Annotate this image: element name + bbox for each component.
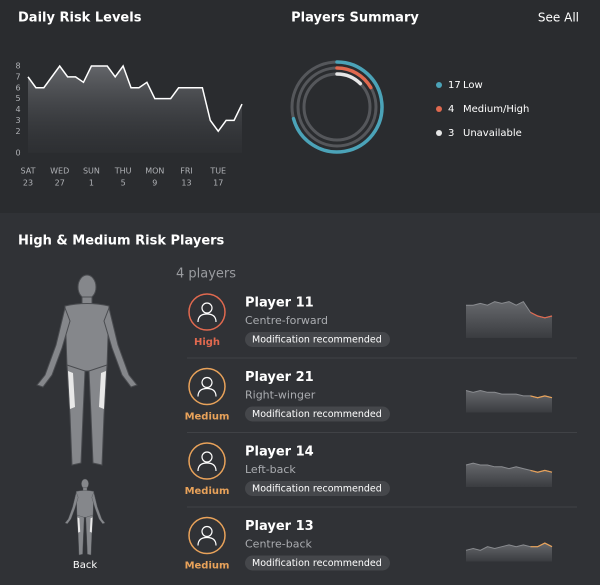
sparkline-recent (530, 542, 553, 548)
sparkline-recent (530, 469, 553, 473)
section-title: High & Medium Risk Players (18, 234, 225, 249)
player-name: Player 21 (245, 370, 314, 385)
player-row[interactable]: Medium Player 13 Centre-back Modification r… (185, 516, 553, 572)
risk-label: Medium (185, 412, 230, 423)
avatar-body (197, 313, 217, 323)
y-tick-label: 5 (15, 94, 20, 103)
player-row[interactable]: Medium Player 14 Left-back Modification rec… (185, 442, 577, 508)
x-tick-label: 13 (181, 179, 191, 188)
ring-arc (335, 66, 373, 90)
player-row[interactable]: Medium Player 21 Right-winger Modification … (185, 367, 577, 433)
player-name: Player 11 (245, 296, 314, 311)
action-text: Modification recommended (252, 558, 382, 569)
action-pill (245, 406, 390, 422)
risk-label: High (194, 337, 220, 348)
legend-value: 4 (448, 104, 454, 115)
x-tick-label: 5 (121, 179, 126, 188)
player-name: Player 13 (245, 519, 314, 534)
avatar (188, 367, 226, 406)
sparkline-recent (530, 311, 553, 319)
avatar (188, 516, 226, 555)
x-tick-label: MON (145, 167, 164, 176)
avatar-body (197, 462, 217, 472)
legend-label: Medium/High (463, 104, 529, 115)
action-text: Modification recommended (252, 409, 382, 420)
legend-dot (436, 106, 442, 112)
sparkline-area (466, 463, 552, 487)
avatar-body (197, 536, 217, 546)
x-tick-label: 17 (213, 179, 223, 188)
avatar-body (197, 387, 217, 397)
player-name: Player 14 (245, 445, 314, 460)
x-tick-label: TUE (209, 167, 226, 176)
avatar (188, 293, 226, 331)
legend-label: Unavailable (463, 128, 522, 139)
y-tick-label: 7 (15, 72, 20, 81)
ring-arc (291, 60, 384, 154)
y-tick-label: 0 (15, 149, 20, 158)
see-all-link[interactable]: See All (538, 11, 579, 25)
avatar-head (201, 376, 213, 389)
action-pill (245, 555, 390, 571)
x-tick-label: 27 (55, 179, 65, 188)
player-position: Centre-forward (245, 314, 328, 327)
risk-label: Medium (185, 561, 230, 572)
avatar-head (201, 302, 213, 314)
x-tick-label: FRI (180, 167, 193, 176)
sparkline-area (466, 301, 552, 338)
x-tick-label: 23 (23, 179, 33, 188)
sparkline-recent (530, 395, 553, 399)
action-text: Modification recommended (252, 335, 382, 346)
avatar-head (201, 525, 213, 538)
action-pill (245, 481, 390, 496)
player-row[interactable]: High Player 11 Centre-forward Modification … (187, 293, 577, 359)
y-tick-label: 3 (15, 116, 20, 125)
x-tick-label: 1 (89, 179, 94, 188)
panel-title: Players Summary (291, 11, 419, 26)
player-position: Left-back (245, 463, 296, 476)
player-position: Right-winger (245, 389, 316, 402)
sparkline-area (466, 543, 552, 562)
legend-value: 17 (448, 80, 461, 91)
action-pill (245, 332, 390, 347)
y-tick-label: 4 (15, 105, 20, 114)
player-count: 4 players (176, 267, 236, 282)
x-tick-label: THU (114, 167, 132, 176)
legend-label: Low (463, 80, 483, 91)
player-position: Centre-back (245, 538, 313, 551)
x-tick-label: SUN (83, 167, 100, 176)
avatar-head (201, 451, 213, 463)
legend-dot (436, 130, 442, 136)
panel-title: Daily Risk Levels (18, 11, 142, 26)
risk-label: Medium (185, 486, 230, 497)
y-tick-label: 2 (15, 127, 20, 136)
y-tick-label: 8 (15, 62, 20, 71)
x-tick-label: 9 (152, 179, 157, 188)
action-text: Modification recommended (252, 484, 382, 495)
legend-dot (436, 82, 442, 88)
x-tick-label: WED (50, 167, 69, 176)
y-tick-label: 6 (15, 83, 20, 92)
avatar (188, 442, 226, 480)
legend-value: 3 (448, 128, 454, 139)
figure-label: Back (73, 560, 97, 571)
ring-arc (335, 72, 363, 86)
x-tick-label: SAT (21, 167, 36, 176)
line (27, 64, 243, 133)
